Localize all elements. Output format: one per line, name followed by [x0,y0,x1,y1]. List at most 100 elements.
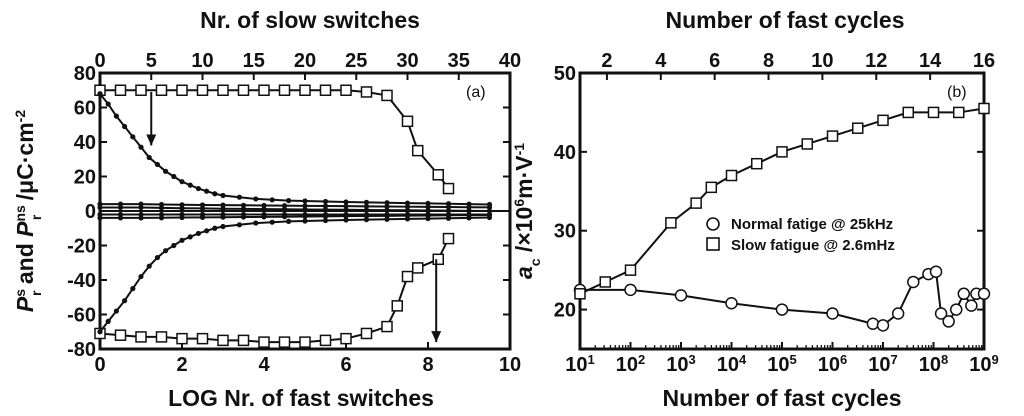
data-point-circle [826,307,839,320]
data-point-dot [343,217,349,223]
data-point-dot [240,214,247,220]
data-point-dot [281,203,288,209]
series-line [580,270,984,327]
data-point-square [381,89,393,102]
data-point-square [412,262,424,274]
data-point-dot [322,198,329,205]
data-point-dot [253,196,259,202]
top-tick-label: 16 [973,50,995,72]
x-tick-base: 10 [868,354,890,376]
top-tick-label: 12 [865,50,887,72]
data-point-square [237,334,250,347]
y-tick-label: -20 [67,236,96,258]
data-point-square [176,84,188,96]
data-point-dot [404,207,411,213]
data-point-dot [179,179,185,185]
data-point-dot [138,215,144,221]
top-tick-label: 5 [146,50,157,72]
top-tick-label: 10 [191,50,213,72]
series-b [573,102,991,332]
data-point-square [196,84,209,96]
data-point-dot [425,207,431,214]
data-point-square [751,157,763,170]
x-tick-exp: 2 [638,352,645,367]
data-point-circle [965,299,978,312]
data-point-dot [199,205,206,212]
y-tick-label: 40 [554,142,576,164]
data-point-square [217,334,229,347]
x-tick-base: 10 [565,354,587,376]
top-tick-label: 20 [294,50,316,72]
data-point-dot [138,204,144,211]
data-point-dot [212,225,218,231]
data-point-dot [122,123,128,130]
data-point-dot [384,207,390,213]
data-point-dot [204,188,210,194]
data-point-square [725,169,738,182]
data-point-dot [113,113,119,119]
x-tick-exp: 8 [941,352,948,367]
data-point-dot [97,91,103,97]
data-point-dot [322,203,329,209]
data-point-dot [105,101,111,107]
x-tick-label: 6 [340,354,351,376]
data-point-circle [957,287,971,301]
data-point-dot [302,206,308,213]
data-point-square [432,169,444,181]
x-tick-exp: 5 [790,352,797,367]
data-point-dot [220,202,226,208]
top-tick-label: 30 [396,50,418,72]
data-point-dot [199,214,206,220]
data-point-dot [154,161,160,168]
series-line [99,93,490,206]
x-tick-label: 106 [818,352,847,377]
top-tick-label: 0 [94,50,105,72]
data-point-square [391,300,403,312]
data-point-square [319,334,332,347]
data-point-dot [138,144,144,150]
top-tick-label: 15 [243,50,265,72]
data-point-dot [322,207,329,213]
data-point-dot [195,185,201,192]
y-title-p1: P [12,296,38,312]
data-point-dot [163,168,169,174]
data-point-square [176,332,188,345]
x-tick-label: 107 [868,352,897,377]
x-tick-base: 10 [666,354,688,376]
data-point-dot [363,213,370,219]
data-point-dot [404,204,411,210]
data-point-square [340,84,352,96]
top-tick-label: 40 [499,50,521,72]
data-point-dot [404,213,411,219]
data-point-dot [486,204,493,210]
data-point-dot [122,298,128,304]
data-point-dot [404,200,411,206]
data-point-dot [240,202,247,208]
y-axis-ticks-a: -80 -60 -40 -20 0 20 40 60 80 [67,63,510,361]
data-point-dot [281,214,288,220]
top-tick-label: 6 [709,50,720,72]
x-tick-base: 10 [717,354,739,376]
y-axis-title-a: Psr and Pnsr /μC·cm-2 [12,110,44,312]
y-title-unit-sup: -2 [12,110,28,123]
data-point-square [599,276,611,288]
series-line [99,238,450,344]
y-title-p2: P [12,221,38,237]
y-title-unit: /μC·cm [12,122,38,206]
data-point-square [155,84,168,96]
data-point-dot [322,217,329,224]
data-point-square [340,332,352,345]
x-tick-base: 10 [767,354,789,376]
top-tick-label: 25 [345,50,367,72]
data-point-dot [171,173,177,180]
y-title-sup1: s [12,289,28,297]
data-point-dot [163,248,169,254]
y-tick-label: 20 [554,300,576,322]
data-point-circle [907,275,920,289]
data-point-square [319,84,332,96]
data-point-dot [212,191,218,197]
series-a [94,84,493,348]
data-point-dot [343,203,349,209]
data-point-square [776,146,788,158]
y-tick-label: -80 [67,339,96,361]
